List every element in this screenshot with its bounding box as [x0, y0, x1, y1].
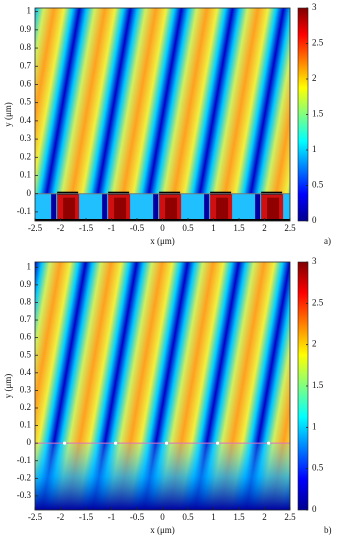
colorbar-tick-label: 3 [312, 256, 317, 266]
field [35, 8, 290, 221]
x-tick-label: 0 [160, 223, 165, 233]
y-tick-label: 1 [27, 6, 32, 16]
y-axis-label: y (μm) [3, 374, 13, 399]
y-tick-label: -0.1 [17, 455, 31, 465]
y-tick-label: 0.6 [20, 79, 32, 89]
y-tick-label: 0.1 [20, 420, 31, 430]
colorbar-tick-label: 2.5 [312, 38, 324, 48]
dark-gap [153, 193, 159, 221]
dark-gap [102, 193, 108, 221]
y-tick-label: 0.4 [20, 367, 32, 377]
x-tick-label: 0.5 [182, 223, 194, 233]
panel-label: a) [324, 236, 331, 246]
element-dot [62, 441, 67, 445]
y-tick-label: 0.2 [20, 402, 31, 412]
y-tick-label: 1 [27, 261, 32, 271]
dark-gap [204, 193, 210, 221]
x-tick-label: -1 [108, 223, 116, 233]
y-tick-label: 0.6 [20, 332, 32, 342]
colorbar-tick-label: 0.5 [312, 180, 324, 190]
y-tick-label: 0.8 [20, 42, 32, 52]
x-tick-label: -0.5 [130, 512, 145, 522]
x-tick-label: 0 [160, 512, 165, 522]
y-tick-label: 0.9 [20, 24, 32, 34]
hot-core [63, 197, 76, 219]
colorbar-tick-label: 1 [312, 421, 317, 431]
x-tick-label: 2 [262, 223, 267, 233]
y-tick-label: 0 [27, 437, 32, 447]
x-tick-label: -2.5 [28, 223, 43, 233]
colorbar-tick-label: 0 [312, 504, 317, 514]
y-tick-label: -0.3 [17, 490, 32, 500]
y-tick-label: -0.2 [17, 472, 31, 482]
colorbar-tick-label: 2.5 [312, 297, 324, 307]
colorbar-tick-label: 1.5 [312, 380, 324, 390]
x-tick-label: 1 [211, 223, 216, 233]
x-tick-label: 2.5 [284, 512, 296, 522]
x-tick-label: 2.5 [284, 223, 296, 233]
x-axis-label: x (μm) [150, 525, 175, 535]
x-tick-label: -1.5 [79, 223, 94, 233]
hot-core [165, 197, 178, 219]
y-tick-label: -0.1 [17, 206, 31, 216]
y-tick-label: 0.7 [20, 60, 32, 70]
hot-core [267, 197, 280, 219]
x-tick-label: -2 [57, 512, 65, 522]
colorbar-tick-label: 2 [312, 73, 317, 83]
panel-label: b) [324, 525, 332, 535]
x-tick-label: 0.5 [182, 512, 194, 522]
colorbar-tick-label: 0.5 [312, 463, 324, 473]
element-dot [266, 441, 271, 445]
hot-core [216, 197, 229, 219]
x-tick-label: 1 [211, 512, 216, 522]
x-tick-label: 1.5 [233, 512, 245, 522]
y-tick-label: 0.8 [20, 297, 32, 307]
x-tick-label: -2.5 [28, 512, 43, 522]
y-tick-label: 0.5 [20, 97, 32, 107]
field [35, 262, 290, 510]
y-tick-label: 0.5 [20, 349, 32, 359]
y-tick-label: 0.3 [20, 133, 32, 143]
y-tick-label: 0.2 [20, 151, 31, 161]
y-tick-label: 0.9 [20, 279, 32, 289]
y-tick-label: 0.7 [20, 314, 32, 324]
colorbar-tick-label: 1 [312, 144, 317, 154]
y-tick-label: 0.3 [20, 384, 32, 394]
dark-gap [51, 193, 57, 221]
x-tick-label: -0.5 [130, 223, 145, 233]
substrate [35, 443, 290, 510]
colorbar-tick-label: 0 [312, 215, 317, 225]
y-tick-label: 0.4 [20, 115, 32, 125]
x-tick-label: 2 [262, 512, 267, 522]
y-tick-label: 0 [27, 188, 32, 198]
dark-gap [255, 193, 261, 221]
colorbar-tick-label: 1.5 [312, 109, 324, 119]
field-map [35, 8, 290, 221]
element-dot [113, 441, 118, 445]
x-tick-label: -1.5 [79, 512, 94, 522]
colorbar-tick-label: 2 [312, 339, 317, 349]
element-dot [164, 441, 169, 445]
x-tick-label: -2 [57, 223, 65, 233]
x-axis-label: x (μm) [150, 236, 175, 246]
y-axis-label: y (μm) [3, 102, 13, 127]
x-tick-label: -1 [108, 512, 116, 522]
element-dot [215, 441, 220, 445]
x-tick-label: 1.5 [233, 223, 245, 233]
colorbar-tick-label: 3 [312, 2, 317, 12]
y-tick-label: 0.1 [20, 170, 31, 180]
hot-core [114, 197, 127, 219]
